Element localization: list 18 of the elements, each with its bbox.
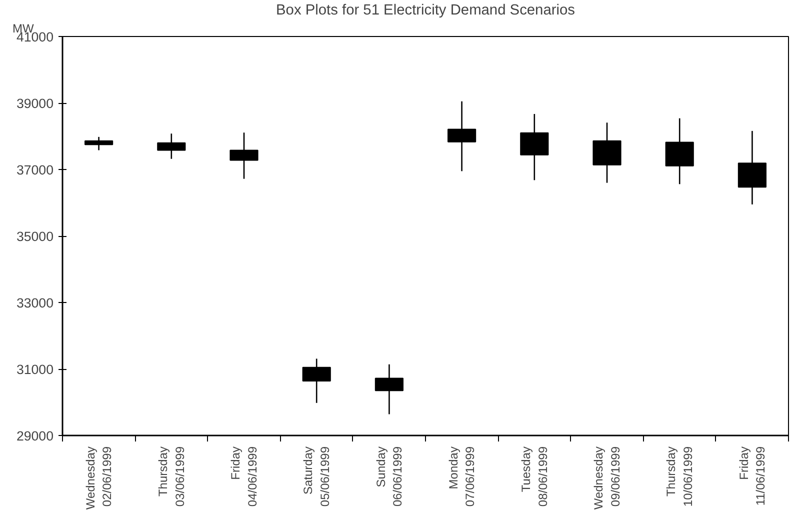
y-tick-label: 35000 [16,229,54,244]
x-tick-label: Thursday 10/06/1999 [664,446,695,507]
x-tick-label: Thursday 03/06/1999 [156,446,187,507]
y-tick-label: 37000 [16,162,54,178]
y-tick-label: 29000 [16,428,54,444]
x-tick-label: Wednesday 09/06/1999 [592,446,622,510]
x-tick-label: Sunday 06/06/1999 [374,446,405,507]
y-tick-label: 33000 [16,296,54,310]
y-tick-label: 31000 [16,362,54,377]
y-tick-label: 39000 [16,96,54,111]
chart-title: Box Plots for 51 Electricity Demand Scenarios [276,2,575,18]
x-tick-label: Saturday 05/06/1999 [301,446,332,507]
x-tick-label: Monday 07/06/1999 [446,446,478,507]
x-tick-label: Wednesday 02/06/1999 [83,446,114,510]
x-tick-label: Tuesday 08/06/1999 [519,446,550,507]
candlestick [84,136,114,151]
x-tick-label: Friday 04/06/1999 [228,446,260,507]
x-tick-label: Friday 11/06/1999 [736,446,768,506]
